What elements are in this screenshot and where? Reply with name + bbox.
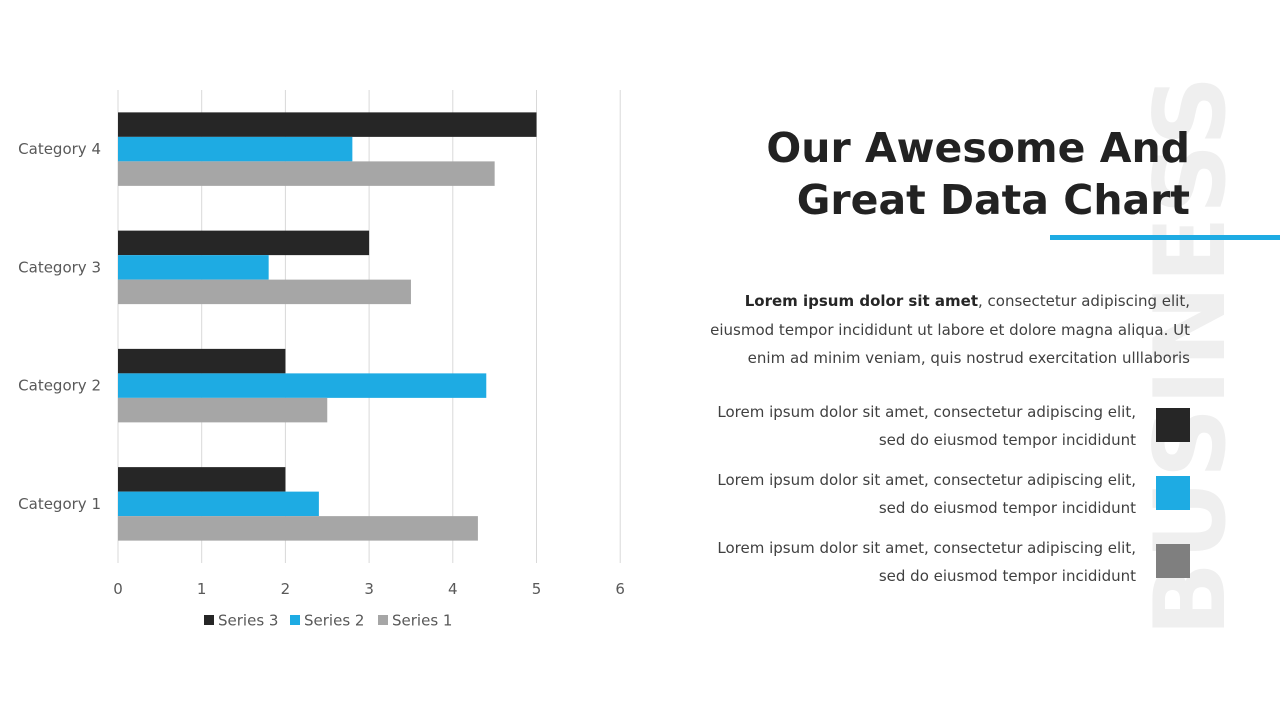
legend-label: Series 1 (392, 612, 452, 630)
legend-item-3: Lorem ipsum dolor sit amet, consectetur … (676, 534, 1136, 590)
slide-title: Our Awesome And Great Data Chart (670, 122, 1190, 226)
bar (118, 161, 495, 186)
title-line-2: Great Data Chart (796, 176, 1190, 224)
bar (118, 348, 286, 374)
category-labels: Category 1 Category 2 Category 3 Category 4 (18, 140, 101, 513)
legend-item-3-line-2: sed do eiusmod tempor incididunt (878, 567, 1136, 585)
legend-item-2-line-1: Lorem ipsum dolor sit amet, consectetur … (717, 471, 1136, 489)
bar (118, 491, 319, 517)
category-label: Category 2 (18, 377, 101, 395)
category-label: Category 1 (18, 495, 101, 513)
legend-swatch (204, 615, 214, 625)
bar (118, 230, 370, 256)
legend-swatch-1 (1156, 408, 1190, 442)
legend-swatch (290, 615, 300, 625)
x-tick-label: 1 (197, 580, 207, 598)
intro-line-2: eiusmod tempor incididunt ut labore et d… (710, 320, 1190, 339)
intro-paragraph: Lorem ipsum dolor sit amet, consectetur … (670, 287, 1190, 373)
legend-item-2-line-2: sed do eiusmod tempor incididunt (878, 499, 1136, 517)
x-tick-label: 4 (448, 580, 458, 598)
x-tick-label: 0 (113, 580, 123, 598)
bar (118, 373, 487, 398)
legend-swatch (378, 615, 388, 625)
legend-item-1-line-2: sed do eiusmod tempor incididunt (878, 431, 1136, 449)
bar (118, 255, 269, 280)
intro-rest: , consectetur adipiscing elit, (978, 292, 1190, 310)
bar (118, 136, 353, 162)
category-label: Category 3 (18, 258, 101, 276)
title-line-1: Our Awesome And (766, 124, 1190, 172)
x-axis-ticks: 0 1 2 3 4 5 6 (113, 580, 625, 598)
legend-label: Series 2 (304, 612, 364, 630)
legend-item-2: Lorem ipsum dolor sit amet, consectetur … (676, 466, 1136, 522)
x-tick-label: 6 (615, 580, 625, 598)
legend-label: Series 3 (218, 612, 278, 630)
intro-line-3: enim ad minim veniam, quis nostrud exerc… (747, 349, 1190, 367)
legend-swatch-3 (1156, 544, 1190, 578)
category-label: Category 4 (18, 140, 101, 158)
title-underline (1050, 235, 1280, 240)
bar (118, 467, 286, 492)
x-tick-label: 5 (532, 580, 542, 598)
legend-item-1-line-1: Lorem ipsum dolor sit amet, consectetur … (717, 403, 1136, 421)
legend-item-1: Lorem ipsum dolor sit amet, consectetur … (676, 398, 1136, 454)
legend-swatch-2 (1156, 476, 1190, 510)
intro-bold: Lorem ipsum dolor sit amet (744, 292, 978, 310)
chart-legend: Series 3 Series 2 Series 1 (204, 612, 452, 630)
bar (118, 112, 537, 137)
bar (118, 397, 328, 423)
x-tick-label: 2 (281, 580, 291, 598)
bars (118, 112, 537, 541)
legend-item-3-line-1: Lorem ipsum dolor sit amet, consectetur … (717, 539, 1136, 557)
x-tick-label: 3 (364, 580, 374, 598)
intro-line-1: Lorem ipsum dolor sit amet, consectetur … (670, 287, 1190, 316)
bar (118, 279, 411, 305)
bar (118, 516, 478, 541)
